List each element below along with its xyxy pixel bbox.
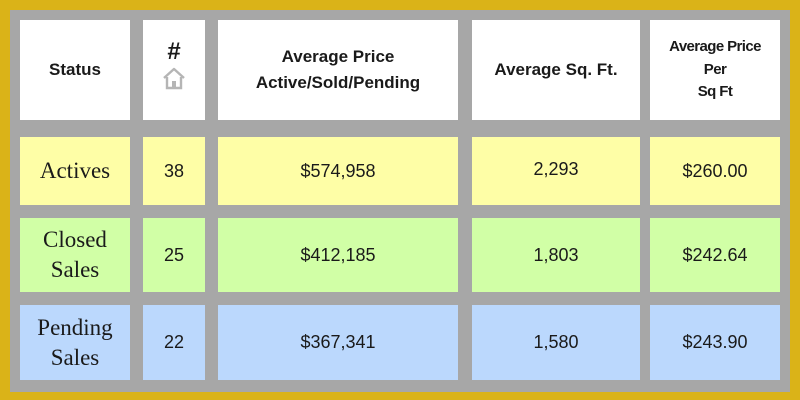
row-closed-price-per-sqft: $242.64 xyxy=(650,218,780,292)
header-count-label: # xyxy=(167,38,181,65)
row-pending-status: Pending Sales xyxy=(20,305,130,380)
header-average-price-line2: Active/Sold/Pending xyxy=(255,73,421,92)
row-actives-average-sqft: 2,293 xyxy=(472,137,640,205)
row-actives-price-per-sqft: $260.00 xyxy=(650,137,780,205)
header-status: Status xyxy=(20,20,130,120)
header-average-price-per-sqft: Average Price Per Sq Ft xyxy=(650,20,780,120)
row-pending-average-sqft: 1,580 xyxy=(472,305,640,380)
row-actives-count: 38 xyxy=(143,137,205,205)
row-pending-status-line2: Sales xyxy=(50,344,100,370)
home-icon xyxy=(163,67,185,90)
row-pending-price-per-sqft: $243.90 xyxy=(650,305,780,380)
row-closed-status-line1: Closed xyxy=(43,227,107,253)
header-ppsf-line3: Sq Ft xyxy=(697,83,733,101)
row-closed-average-sqft: 1,803 xyxy=(472,218,640,292)
row-closed-status: Closed Sales xyxy=(20,218,130,292)
header-average-sqft: Average Sq. Ft. xyxy=(472,20,640,120)
row-closed-status-line2: Sales xyxy=(50,257,100,282)
header-ppsf-line1: Average Price xyxy=(669,38,761,56)
row-pending-average-price: $367,341 xyxy=(218,305,458,380)
row-closed-count: 25 xyxy=(143,218,205,292)
row-pending-status-line1: Pending xyxy=(37,314,113,340)
row-actives-status: Actives xyxy=(20,137,130,205)
row-pending-count: 22 xyxy=(143,305,205,380)
header-average-price: Average Price Active/Sold/Pending xyxy=(218,20,458,120)
row-closed-average-price: $412,185 xyxy=(218,218,458,292)
header-count: # xyxy=(143,20,205,120)
header-ppsf-line2: Per xyxy=(703,60,727,78)
header-average-price-line1: Average Price xyxy=(281,46,395,66)
row-actives-average-price: $574,958 xyxy=(218,137,458,205)
